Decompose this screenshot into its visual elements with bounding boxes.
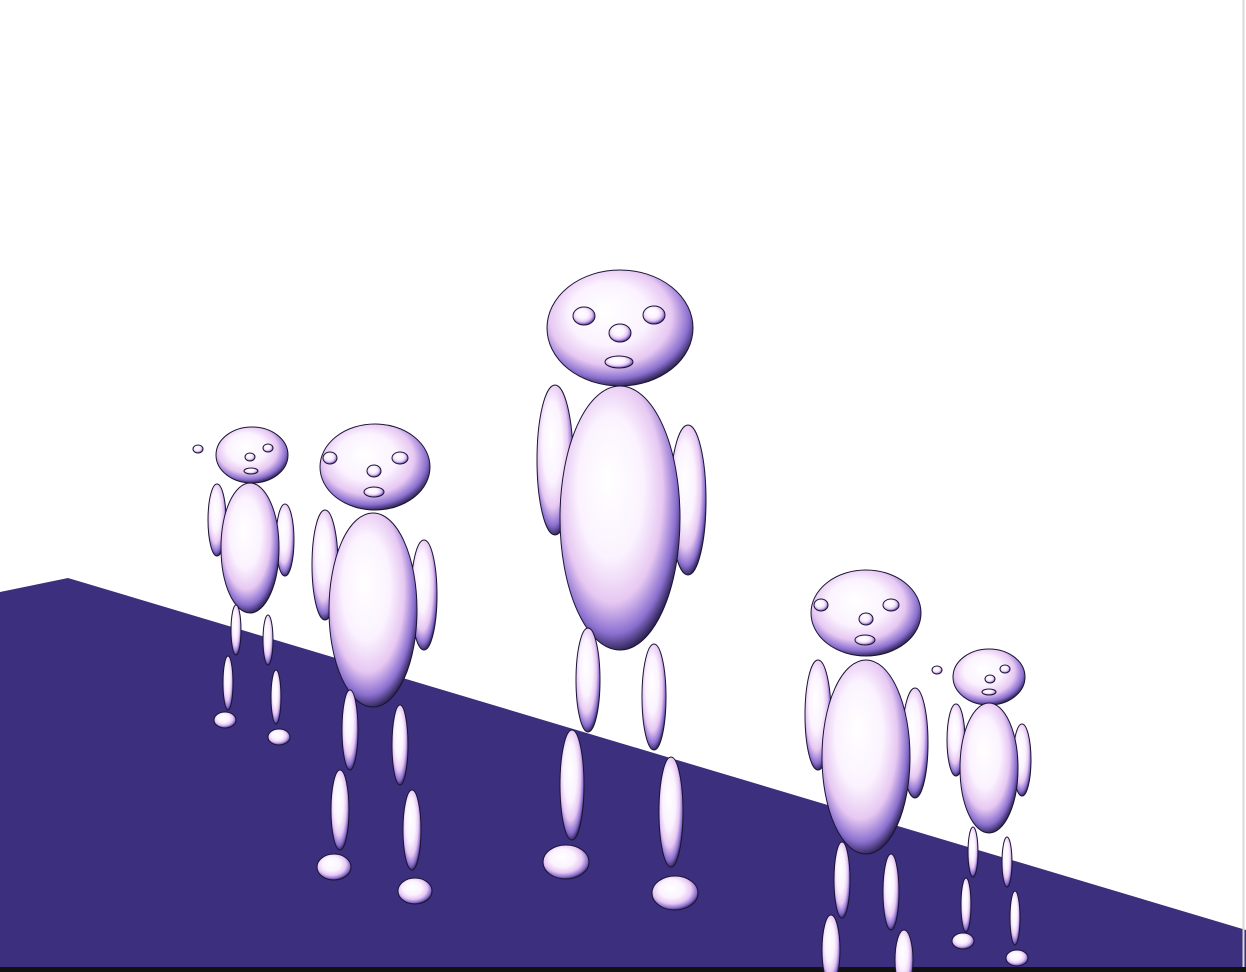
body-part: [572, 306, 596, 326]
body-part: [322, 451, 338, 465]
body-part: [270, 669, 282, 725]
body-part: [894, 929, 914, 972]
body-part: [262, 443, 274, 453]
body-part: [213, 711, 237, 729]
body-part: [267, 728, 291, 746]
body-part: [959, 702, 1019, 834]
body-part: [397, 877, 433, 905]
body-part: [575, 627, 601, 733]
body-part: [559, 729, 585, 841]
body-part: [951, 932, 975, 950]
body-part: [402, 789, 422, 871]
body-part: [391, 704, 409, 786]
body-part: [542, 844, 590, 880]
body-part: [604, 355, 634, 369]
figures: [192, 269, 1032, 972]
body-part: [316, 853, 352, 881]
floor: [0, 578, 1246, 968]
body-part: [341, 689, 359, 771]
body-part: [391, 451, 409, 465]
body-part: [262, 614, 274, 666]
body-part: [999, 664, 1011, 674]
body-part: [1005, 949, 1029, 967]
body-part: [984, 674, 996, 684]
body-part: [833, 841, 851, 919]
body-part: [230, 604, 242, 656]
body-part: [967, 826, 979, 878]
body-part: [981, 688, 997, 696]
body-part: [658, 756, 684, 868]
body-part: [858, 612, 874, 626]
body-part: [559, 385, 681, 651]
body-part: [366, 464, 382, 478]
body-part: [1001, 836, 1013, 888]
body-part: [882, 853, 900, 931]
body-part: [651, 875, 699, 911]
body-part: [960, 877, 972, 933]
body-part: [813, 598, 829, 612]
body-part: [821, 914, 841, 972]
body-part: [882, 598, 900, 612]
body-part: [854, 634, 876, 646]
body-part: [931, 665, 943, 675]
bottom-bar: [0, 967, 1246, 972]
body-part: [330, 769, 350, 851]
body-part: [642, 305, 666, 325]
body-part: [244, 452, 256, 462]
body-part: [222, 655, 234, 711]
body-part: [220, 482, 280, 614]
body-part: [1009, 890, 1021, 946]
body-part: [608, 323, 632, 343]
body-part: [641, 643, 667, 751]
body-part: [328, 512, 418, 708]
body-part: [192, 444, 204, 454]
body-part: [243, 467, 259, 475]
body-part: [363, 486, 385, 498]
body-part: [821, 659, 911, 855]
